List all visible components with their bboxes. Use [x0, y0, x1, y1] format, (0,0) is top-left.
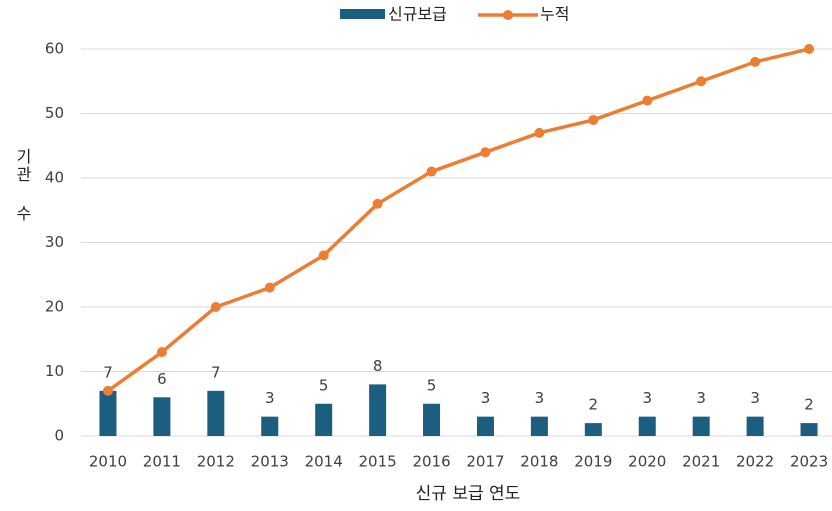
line-marker: [804, 44, 815, 54]
y-tick-label: 30: [45, 233, 64, 251]
x-tick-label: 2018: [520, 453, 558, 471]
data-label: 3: [642, 389, 652, 407]
x-tick-label: 2015: [359, 453, 397, 471]
line-marker: [642, 95, 653, 106]
data-label: 2: [589, 396, 599, 414]
x-axis-title: 신규 보급 연도: [416, 484, 521, 504]
x-tick-label: 2014: [305, 453, 343, 471]
x-tick-label: 2011: [143, 453, 181, 471]
x-tick-label: 2022: [736, 453, 774, 471]
legend-swatch: [340, 9, 385, 19]
x-tick-label: 2013: [251, 453, 289, 471]
line-marker: [318, 250, 329, 261]
x-tick-label: 2016: [412, 453, 450, 471]
data-label: 3: [696, 389, 706, 407]
data-label: 3: [481, 389, 491, 407]
line: [106, 47, 810, 393]
line-marker: [426, 166, 437, 177]
data-label: 5: [319, 376, 329, 394]
data-label: 7: [211, 363, 221, 381]
data-label: 3: [750, 389, 760, 407]
bar: [584, 423, 602, 436]
line-marker: [588, 114, 599, 125]
bar: [315, 403, 333, 436]
bar: [423, 403, 441, 436]
bar: [207, 390, 225, 436]
legend-label: 신규보급: [388, 5, 447, 24]
y-tick-label: 60: [45, 40, 64, 58]
y-tick-label: 50: [45, 104, 64, 122]
bar: [261, 416, 279, 436]
line-marker: [102, 385, 113, 396]
y-tick-label: 20: [45, 298, 64, 316]
y-tick-label: 10: [45, 362, 64, 380]
bar: [746, 416, 764, 436]
line-marker: [156, 347, 167, 358]
legend-label: 누적: [540, 5, 569, 24]
bar: [99, 390, 117, 436]
data-label: 5: [427, 376, 437, 394]
line-marker: [534, 127, 545, 138]
bar: [638, 416, 656, 436]
line-marker: [480, 147, 491, 158]
bar: [369, 384, 387, 436]
line-marker: [750, 56, 761, 67]
data-label: 2: [804, 396, 814, 414]
bar: [530, 416, 548, 436]
bar: [476, 416, 494, 436]
x-tick-label: 2023: [790, 453, 828, 471]
line-marker: [372, 198, 383, 209]
x-tick-label: 2010: [89, 453, 127, 471]
y-tick-label: 0: [54, 427, 64, 445]
data-label: 3: [535, 389, 545, 407]
x-tick-label: 2012: [197, 453, 235, 471]
y-axis-title: 기관 수: [13, 148, 32, 223]
data-label: 7: [103, 363, 113, 381]
data-label: 8: [373, 357, 383, 375]
bar: [153, 397, 171, 436]
bar: [692, 416, 710, 436]
y-tick-label: 40: [45, 169, 64, 187]
x-tick-label: 2019: [574, 453, 612, 471]
line-marker: [264, 282, 275, 293]
line-marker: [696, 76, 707, 87]
line-marker: [210, 302, 221, 312]
x-tick-label: 2017: [466, 453, 504, 471]
data-label: 3: [265, 389, 275, 407]
legend-marker: [503, 10, 513, 20]
x-tick-label: 2021: [682, 453, 720, 471]
data-label: 6: [157, 370, 167, 388]
bar: [800, 423, 818, 436]
x-tick-label: 2020: [628, 453, 666, 471]
